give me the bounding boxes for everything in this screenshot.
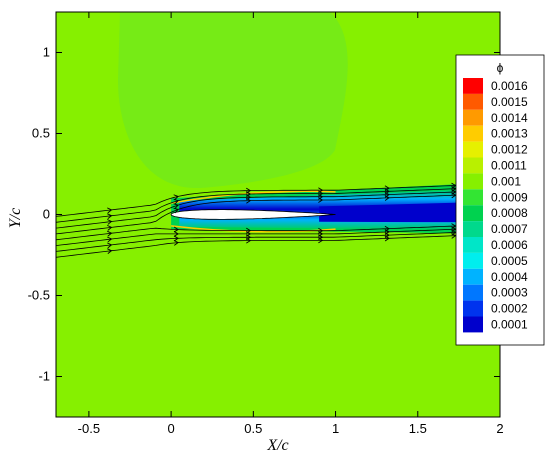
airfoil-body [170, 209, 336, 220]
legend-level-label: 0.0003 [491, 286, 528, 300]
streamline [56, 183, 500, 217]
streamline-arrow [384, 225, 390, 232]
legend-level-label: 0.0006 [491, 238, 528, 252]
legend-level-label: 0.0011 [491, 158, 527, 172]
x-tick-label: 1.5 [409, 421, 427, 436]
streamline [56, 186, 500, 223]
legend-swatch [463, 268, 483, 285]
streamline-arrow [173, 226, 179, 233]
streamline-arrow [107, 236, 113, 243]
plot-area [56, 12, 500, 417]
legend-level-label: 0.0015 [491, 95, 528, 109]
y-tick-label: 1 [43, 45, 50, 60]
streamline [56, 230, 500, 252]
legend-level-label: 0.0013 [491, 127, 528, 141]
legend-swatch [463, 284, 483, 301]
y-axis-label: Y/c [7, 208, 24, 228]
y-tick-label: -0.5 [28, 288, 50, 303]
color-legend: ϕ 0.00160.00150.00140.00130.00120.00110.… [455, 54, 545, 346]
x-tick-label: 1 [332, 421, 339, 436]
legend-swatch [463, 173, 483, 190]
streamline-arrow [107, 207, 113, 214]
legend-swatch [463, 237, 483, 253]
legend-level-label: 0.0002 [491, 302, 528, 316]
legend-swatch [463, 252, 483, 269]
x-tick-label: 2 [496, 421, 503, 436]
legend-level-label: 0.0009 [491, 190, 528, 204]
streamline-arrow [246, 227, 252, 234]
x-axis-label: X/c [266, 437, 288, 454]
legend-swatch [463, 205, 483, 222]
x-tick-label: 0 [167, 421, 174, 436]
y-tick-label: 0.5 [32, 126, 50, 141]
x-tick-label: 0.5 [244, 421, 262, 436]
legend-level-label: 0.0016 [491, 79, 528, 93]
streamline-arrow [246, 187, 252, 194]
legend-swatch [463, 316, 483, 333]
legend-swatch [463, 157, 483, 174]
streamline-arrow [173, 235, 179, 242]
streamline-arrow [318, 187, 324, 194]
streamline [56, 223, 500, 241]
y-tick-label: -1 [38, 369, 50, 384]
streamline-arrow [107, 242, 113, 249]
legend-swatch [463, 141, 483, 158]
streamline-arrow [318, 227, 324, 234]
streamline [56, 189, 500, 229]
legend-level-label: 0.0014 [491, 111, 528, 125]
streamline-arrow [107, 248, 113, 255]
streamline-arrow [107, 224, 113, 231]
y-tick-label: 0 [43, 207, 50, 222]
streamline [56, 233, 500, 258]
wake-region [170, 182, 500, 234]
legend-swatch [463, 93, 483, 110]
legend-swatch [463, 221, 483, 237]
streamline-arrow [384, 185, 390, 192]
streamline [56, 193, 500, 235]
x-axis: -0.5 0 0.5 1 1.5 2 [78, 12, 504, 436]
legend-level-label: 0.0012 [491, 143, 528, 157]
legend-level-label: 0.0001 [491, 317, 528, 331]
streamline-arrow [173, 240, 179, 246]
streamline-arrow [173, 231, 179, 237]
legend-level-label: 0.0004 [491, 270, 528, 284]
legend-title: ϕ [497, 61, 504, 75]
x-tick-label: -0.5 [78, 421, 100, 436]
legend-level-label: 0.001 [491, 174, 521, 188]
legend-swatch [463, 78, 483, 94]
legend-level-label: 0.0008 [491, 206, 528, 220]
legend-swatch [463, 189, 483, 206]
streamlines [56, 182, 500, 258]
streamline-arrow [107, 213, 113, 220]
legend-level-label: 0.0005 [491, 254, 528, 268]
streamline-arrow [107, 219, 113, 225]
legend-swatch [463, 300, 483, 317]
streamline-arrow [107, 230, 113, 237]
legend-swatch [463, 109, 483, 126]
wake-core [319, 201, 500, 223]
legend-level-label: 0.0007 [491, 222, 528, 236]
streamline-arrow [173, 194, 179, 200]
streamline [56, 227, 500, 246]
legend-swatch [463, 125, 483, 142]
upper-edge-band [170, 190, 336, 204]
upper-lobe-region [118, 12, 348, 189]
